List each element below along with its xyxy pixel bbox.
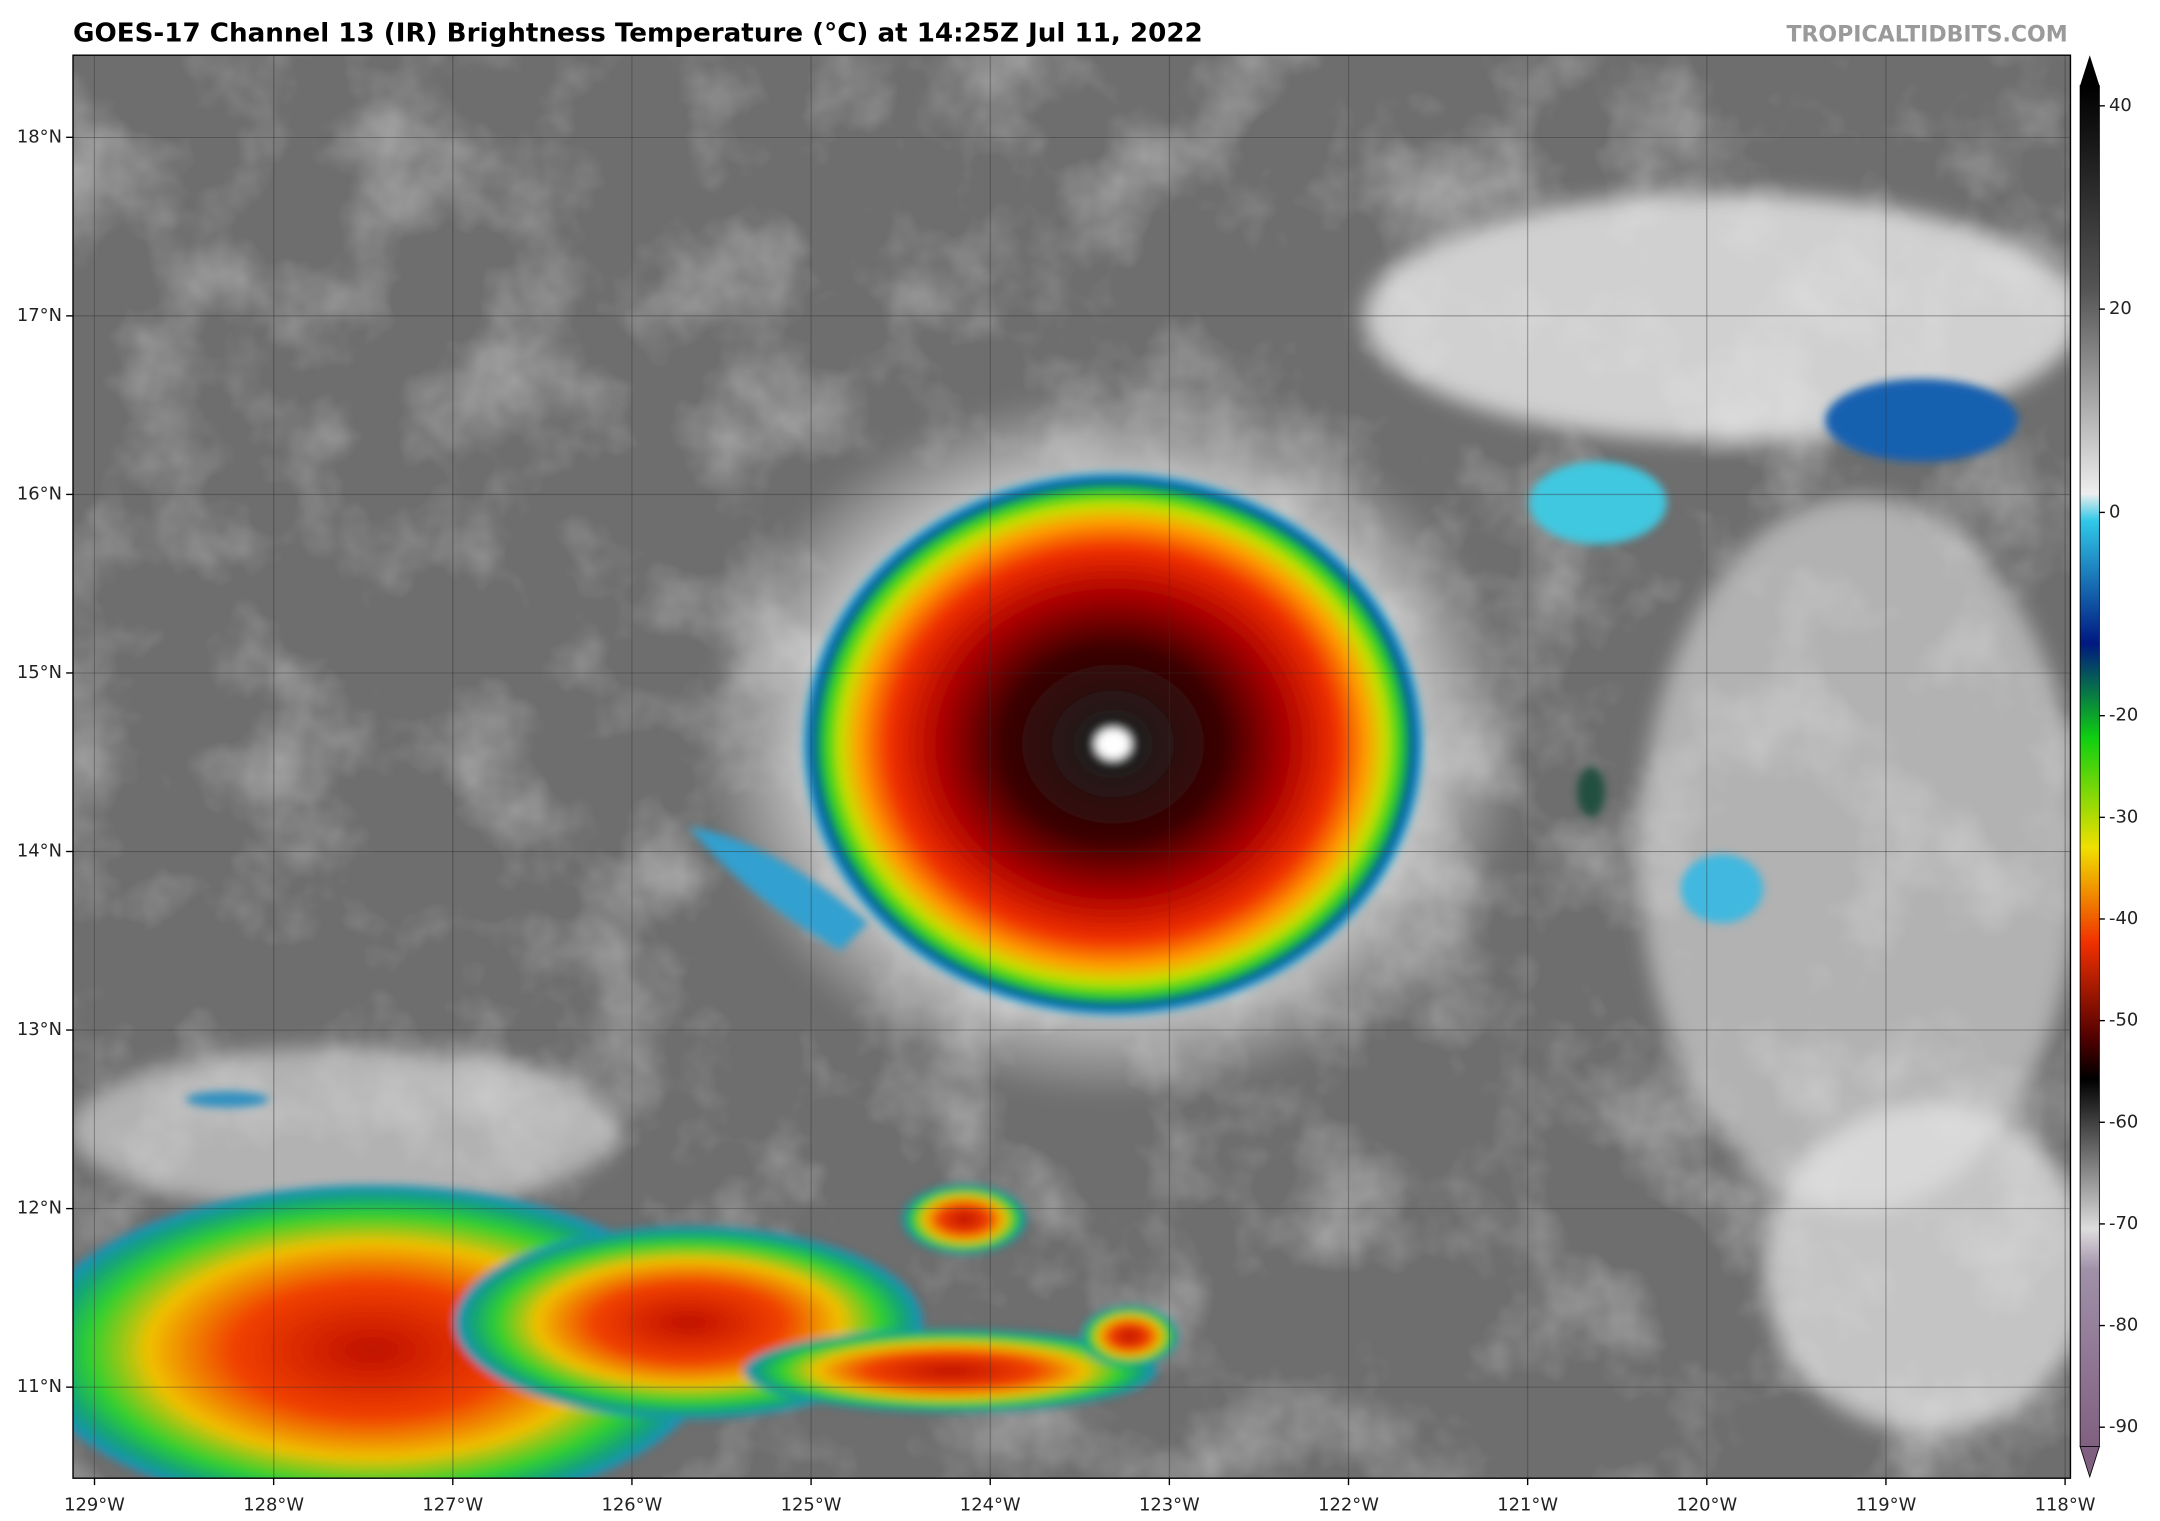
y-tick-label: 14°N bbox=[17, 841, 62, 862]
colorbar-tick-label: 40 bbox=[2109, 95, 2132, 116]
x-tick-label: 122°W bbox=[1318, 1495, 1379, 1516]
x-tick-label: 126°W bbox=[602, 1495, 663, 1516]
plot-frame bbox=[72, 54, 2072, 1479]
colorbar-tick-label: -60 bbox=[2109, 1111, 2138, 1132]
colorbar-tick-label: -40 bbox=[2109, 908, 2138, 929]
colorbar-tick-label: 20 bbox=[2109, 298, 2132, 319]
y-tick-label: 15°N bbox=[17, 662, 62, 683]
x-tick-label: 127°W bbox=[422, 1495, 483, 1516]
colorbar-tick-label: -30 bbox=[2109, 806, 2138, 827]
y-tick-label: 11°N bbox=[17, 1376, 62, 1397]
x-tick-label: 124°W bbox=[960, 1495, 1021, 1516]
y-tick-label: 13°N bbox=[17, 1019, 62, 1040]
x-tick-label: 128°W bbox=[243, 1495, 304, 1516]
y-tick-label: 17°N bbox=[17, 305, 62, 326]
graticule: 129°W 128°W 127°W 126°W 125°W 124°W 123°W 122°W… bbox=[17, 55, 2096, 1516]
colorbar: 40 20 0 -20 -30 -40 -50 -60 -70 -80 -90 bbox=[2079, 55, 2138, 1479]
y-tick-label: 12°N bbox=[17, 1198, 62, 1219]
x-tick-label: 119°W bbox=[1856, 1495, 1917, 1516]
satellite-image bbox=[73, 55, 2071, 1479]
colorbar-tick-label: -20 bbox=[2109, 705, 2138, 726]
colorbar-tick-label: -50 bbox=[2109, 1010, 2138, 1031]
watermark: TROPICALTIDBITS.COM bbox=[1786, 22, 2067, 47]
x-tick-label: 118°W bbox=[2035, 1495, 2096, 1516]
x-tick-label: 120°W bbox=[1676, 1495, 1737, 1516]
x-tick-label: 125°W bbox=[781, 1495, 842, 1516]
colorbar-tick-label: 0 bbox=[2109, 501, 2120, 522]
colorbar-extend-top bbox=[2080, 55, 2100, 86]
x-tick-label: 123°W bbox=[1139, 1495, 1200, 1516]
y-tick-label: 16°N bbox=[17, 483, 62, 504]
colorbar-body bbox=[2079, 85, 2100, 1447]
x-tick-label: 129°W bbox=[64, 1495, 125, 1516]
y-tick-label: 18°N bbox=[17, 126, 62, 147]
cold-tops bbox=[73, 378, 2019, 1479]
x-tick-label: 121°W bbox=[1497, 1495, 1558, 1516]
colorbar-tick-label: -90 bbox=[2109, 1416, 2138, 1437]
colorbar-tick-label: -70 bbox=[2109, 1213, 2138, 1234]
colorbar-tick-label: -80 bbox=[2109, 1315, 2138, 1336]
map-title: GOES-17 Channel 13 (IR) Brightness Tempe… bbox=[73, 18, 1203, 48]
colorbar-extend-bottom bbox=[2079, 1446, 2100, 1479]
